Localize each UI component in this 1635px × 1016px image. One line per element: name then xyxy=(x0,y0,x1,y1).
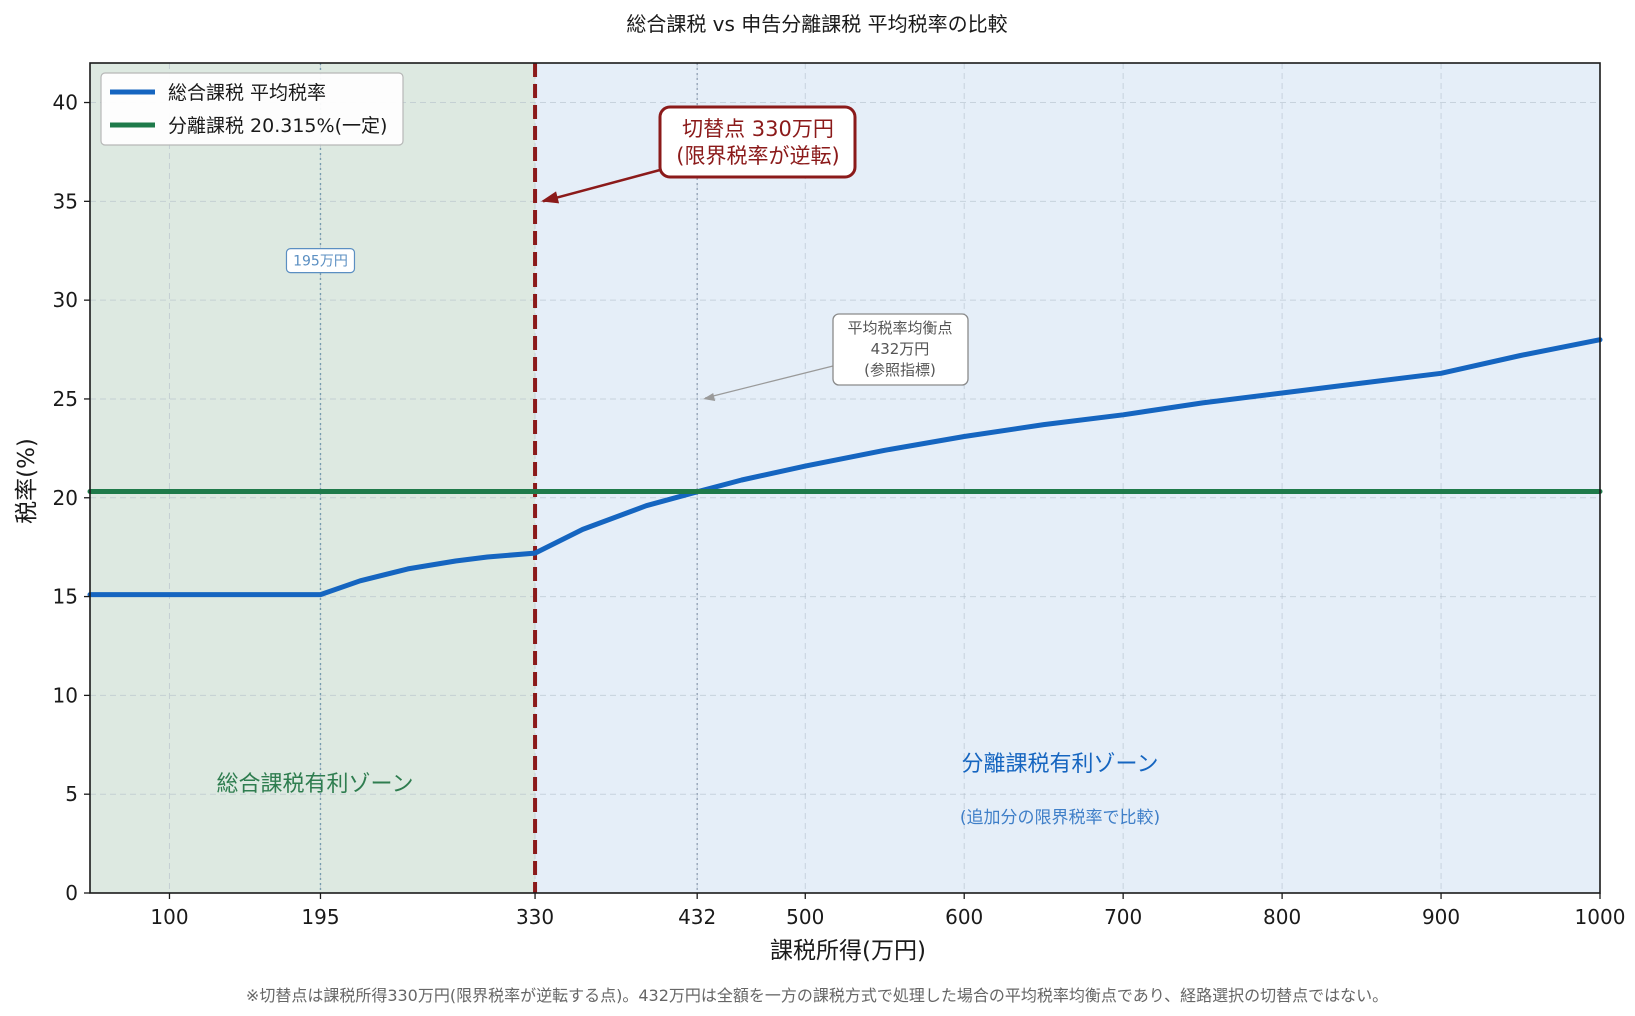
reference-lines xyxy=(319,63,698,893)
y-tick-label: 25 xyxy=(53,387,78,411)
switch-annotation-box xyxy=(658,105,857,179)
legend-box xyxy=(100,72,404,146)
y-tick-label: 15 xyxy=(53,585,78,609)
x-tick-label: 330 xyxy=(516,905,554,929)
zone-sublabel-bunri: (追加分の限界税率で比較) xyxy=(960,808,1160,828)
switch-annotation-line1: 切替点 330万円 xyxy=(682,117,834,141)
x-tick-label: 1000 xyxy=(1575,905,1626,929)
y-tick-label: 0 xyxy=(65,881,78,905)
x-tick-label: 195 xyxy=(301,905,339,929)
breakeven-arrow-line xyxy=(705,365,834,399)
series xyxy=(87,337,1603,598)
y-tick-label: 5 xyxy=(65,782,78,806)
y-tick-label: 20 xyxy=(53,486,78,510)
chart-title: 総合課税 vs 申告分離課税 平均税率の比較 xyxy=(626,12,1007,36)
switch-arrow-line xyxy=(542,168,661,203)
y-axis-title: 税率(%) xyxy=(14,438,40,524)
zone-label-sogo: 総合課税有利ゾーン xyxy=(217,772,414,797)
zone-label-bunri: 分離課税有利ゾーン xyxy=(962,752,1159,777)
y-tick-label: 35 xyxy=(53,189,78,213)
x-tick-label: 100 xyxy=(150,905,188,929)
x-tick-label: 700 xyxy=(1104,905,1142,929)
zones xyxy=(90,63,1600,893)
breakeven-annotation-line2: 432万円 xyxy=(871,340,930,358)
switch-arrow-head xyxy=(541,191,560,204)
switch-annotation-line2: (限界税率が逆転) xyxy=(676,144,839,168)
footnote: ※切替点は課税所得330万円(限界税率が逆転する点)。432万円は全額を一方の課… xyxy=(246,986,1388,1005)
series-line-1 xyxy=(87,337,1603,598)
breakeven-annotation-line1: 平均税率均衡点 xyxy=(847,319,952,337)
y-tick-label: 30 xyxy=(53,288,78,312)
x-tick-label: 500 xyxy=(786,905,824,929)
annotations: 切替点 330万円 (限界税率が逆転) 平均税率均衡点 432万円 (参照指標) 195万… xyxy=(285,105,969,401)
x-tick-label: 800 xyxy=(1263,905,1301,929)
x-tick-label: 432 xyxy=(678,905,716,929)
x-axis-title: 課税所得(万円) xyxy=(770,938,926,964)
plot-frame xyxy=(89,62,1601,894)
breakeven-annotation-box xyxy=(832,313,969,386)
label-195-box xyxy=(285,248,356,274)
breakeven-annotation-line3: (参照指標) xyxy=(864,361,936,379)
breakeven-arrow-head xyxy=(703,392,716,401)
x-tick-label: 900 xyxy=(1422,905,1460,929)
zone-1 xyxy=(90,63,536,893)
y-tick-label: 40 xyxy=(53,91,78,115)
label-195-text: 195万円 xyxy=(293,254,348,270)
y-tick-label: 10 xyxy=(53,683,78,707)
zone-labels: 総合課税有利ゾーン 分離課税有利ゾーン (追加分の限界税率で比較) xyxy=(217,752,1161,828)
x-tick-label: 600 xyxy=(945,905,983,929)
legend-label-2: 分離課税 20.315%(一定) xyxy=(168,115,387,137)
legend-label-1: 総合課税 平均税率 xyxy=(168,82,326,104)
axes: 100 195 330 432 500 600 700 800 900 1000 0 5 10 15 20 2… xyxy=(53,62,1626,929)
